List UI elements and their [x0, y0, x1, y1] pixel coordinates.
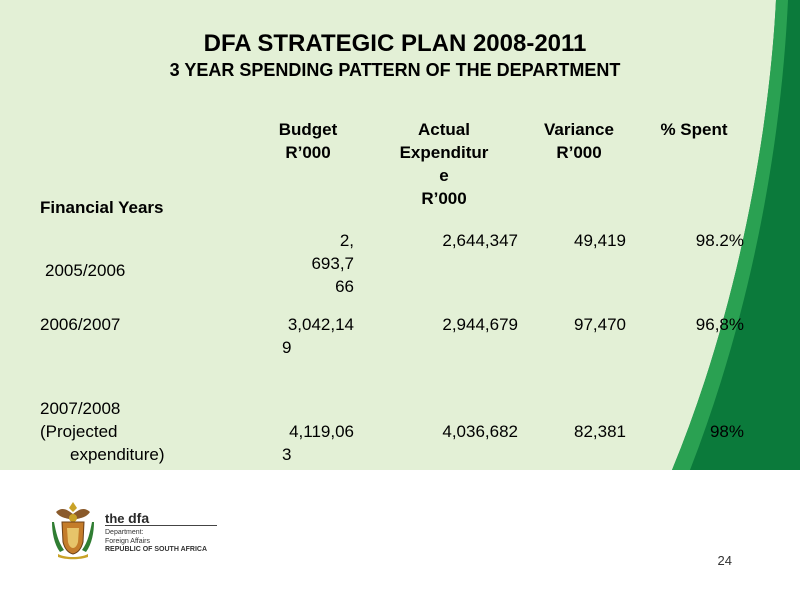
slide-title: DFA STRATEGIC PLAN 2008-2011 — [203, 30, 587, 57]
header-percent-spent: % Spent — [660, 120, 728, 139]
header-budget: Budget R’000 — [278, 120, 338, 162]
row-2006-actual: 2,944,679 — [442, 315, 518, 334]
row-2005-budget: 2, 693,7 66 — [311, 231, 354, 296]
coat-of-arms-icon — [52, 502, 94, 560]
header-actual-expenditure: Actual Expenditur e R’000 — [399, 120, 489, 208]
row-2005-variance: 49,419 — [574, 231, 626, 250]
slide-subtitle: 3 YEAR SPENDING PATTERN OF THE DEPARTMEN… — [169, 60, 621, 80]
brand-logo-text: the dfa — [105, 510, 150, 526]
row-2006-year: 2006/2007 — [40, 315, 121, 334]
content-panel: DFA STRATEGIC PLAN 2008-2011 3 YEAR SPEN… — [0, 0, 800, 470]
row-2006-spent: 96,8% — [695, 315, 744, 334]
header-variance: Variance R’000 — [544, 120, 614, 162]
page-number: 24 — [717, 553, 732, 568]
header-financial-years: Financial Years — [40, 198, 164, 217]
row-2007-variance: 82,381 — [574, 422, 626, 441]
row-2007-spent: 98% — [709, 422, 744, 441]
footer: the dfa Department: Foreign Affairs REPU… — [0, 470, 800, 600]
green-swoosh-decoration — [672, 0, 800, 470]
row-2007-actual: 4,036,682 — [442, 422, 518, 441]
row-2005-actual: 2,644,347 — [442, 231, 518, 250]
row-2005-year: 2005/2006 — [45, 261, 126, 280]
row-2005-spent: 98.2% — [695, 231, 744, 250]
row-2007-budget: 4,119,06 3 — [282, 422, 354, 464]
department-label: Department: Foreign Affairs REPUBLIC OF … — [105, 529, 208, 553]
brand-divider — [105, 525, 217, 526]
row-2006-budget: 3,042,14 9 — [282, 315, 354, 357]
row-2007-year: 2007/2008 (Projected expenditure) — [40, 399, 165, 464]
row-2006-variance: 97,470 — [574, 315, 626, 334]
